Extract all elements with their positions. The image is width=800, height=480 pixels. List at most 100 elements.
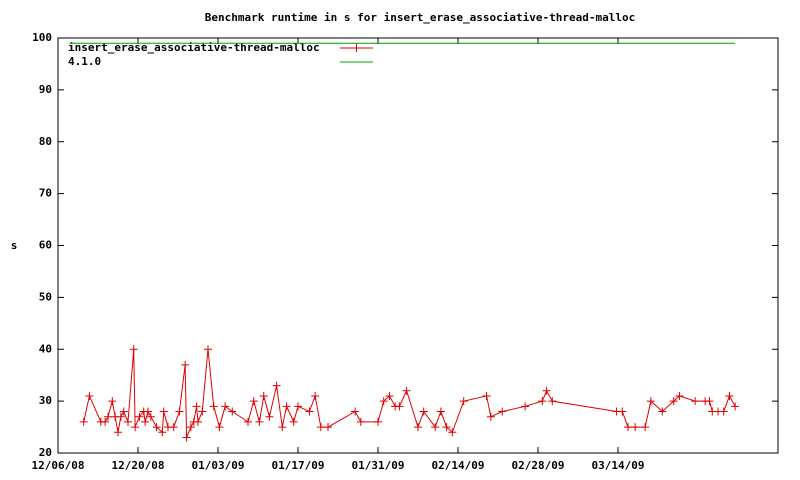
point-marker <box>181 360 190 369</box>
point-marker <box>255 417 264 426</box>
point-marker <box>215 423 224 432</box>
point-marker <box>316 423 325 432</box>
point-marker <box>221 402 230 411</box>
point-marker <box>272 381 281 390</box>
point-marker <box>374 417 382 426</box>
point-marker <box>175 407 184 416</box>
legend-label: 4.1.0 <box>68 55 101 68</box>
point-marker <box>311 391 320 400</box>
point-marker <box>135 412 144 421</box>
point-marker <box>719 407 728 416</box>
y-tick-label: 80 <box>39 135 52 148</box>
x-tick-label: 02/14/09 <box>432 459 485 472</box>
point-marker <box>675 391 684 400</box>
point-marker <box>448 428 457 437</box>
point-marker <box>324 423 332 432</box>
point-marker <box>548 397 557 406</box>
point-marker <box>209 402 218 411</box>
y-tick-label: 60 <box>39 239 52 252</box>
point-marker <box>249 397 258 406</box>
point-marker <box>198 407 207 416</box>
point-marker <box>351 407 360 416</box>
point-marker <box>294 402 302 411</box>
point-marker <box>658 407 667 416</box>
point-marker <box>731 402 740 411</box>
point-marker <box>194 417 202 426</box>
x-tick-label: 01/03/09 <box>192 459 245 472</box>
point-marker <box>641 423 650 432</box>
point-marker <box>159 407 168 416</box>
y-tick-label: 20 <box>39 446 52 459</box>
point-marker <box>282 402 291 411</box>
point-marker <box>158 428 167 437</box>
point-marker <box>265 412 274 421</box>
x-tick-label: 12/06/08 <box>32 459 85 472</box>
point-marker <box>186 423 195 432</box>
chart-title: Benchmark runtime in s for insert_erase_… <box>205 11 635 24</box>
y-tick-label: 70 <box>39 187 52 200</box>
point-marker <box>436 407 445 416</box>
point-marker <box>305 407 314 416</box>
point-marker <box>459 397 468 406</box>
point-marker <box>101 417 110 426</box>
point-marker <box>141 417 150 426</box>
point-marker <box>259 391 268 400</box>
point-marker <box>402 386 411 395</box>
point-marker <box>705 397 714 406</box>
point-marker <box>182 433 191 442</box>
point-marker <box>542 386 551 395</box>
point-marker <box>725 391 734 400</box>
point-marker <box>169 423 178 432</box>
point-marker <box>108 397 117 406</box>
point-marker <box>192 402 201 411</box>
point-marker <box>419 407 428 416</box>
x-tick-label: 02/28/09 <box>512 459 565 472</box>
point-marker <box>538 397 547 406</box>
point-marker <box>144 407 152 416</box>
y-tick-label: 50 <box>39 290 52 303</box>
point-marker <box>624 423 632 432</box>
x-tick-label: 01/17/09 <box>272 459 325 472</box>
y-tick-label: 40 <box>39 342 52 355</box>
point-marker <box>618 407 627 416</box>
point-marker <box>289 417 298 426</box>
x-tick-label: 03/14/09 <box>592 459 645 472</box>
plot-frame <box>57 37 779 454</box>
point-marker <box>521 402 530 411</box>
y-tick-label: 100 <box>32 31 52 44</box>
point-marker <box>116 412 125 421</box>
point-marker <box>498 407 507 416</box>
point-marker <box>414 423 422 432</box>
point-marker <box>131 423 140 432</box>
point-marker <box>646 397 655 406</box>
point-marker <box>124 417 132 426</box>
point-marker <box>385 391 394 400</box>
point-marker <box>431 423 440 432</box>
point-marker <box>669 397 678 406</box>
point-marker <box>278 423 287 432</box>
point-marker <box>244 417 252 426</box>
point-marker <box>356 417 365 426</box>
y-tick-label: 90 <box>39 83 52 96</box>
y-tick-label: 30 <box>39 394 52 407</box>
y-axis-label: s <box>11 239 18 252</box>
point-marker <box>79 417 88 426</box>
point-marker <box>104 412 112 421</box>
point-marker <box>482 391 491 400</box>
series-line <box>83 349 736 438</box>
point-marker <box>152 423 161 432</box>
point-marker <box>228 407 237 416</box>
point-marker <box>146 412 155 421</box>
point-marker <box>379 397 388 406</box>
point-marker <box>631 423 640 432</box>
x-tick-label: 01/31/09 <box>352 459 405 472</box>
point-marker <box>395 402 404 411</box>
point-marker <box>691 397 700 406</box>
point-marker <box>85 391 94 400</box>
point-marker <box>114 428 122 437</box>
point-marker <box>119 407 128 416</box>
point-marker <box>204 345 212 354</box>
point-marker <box>129 345 138 354</box>
legend-marker <box>352 44 361 52</box>
